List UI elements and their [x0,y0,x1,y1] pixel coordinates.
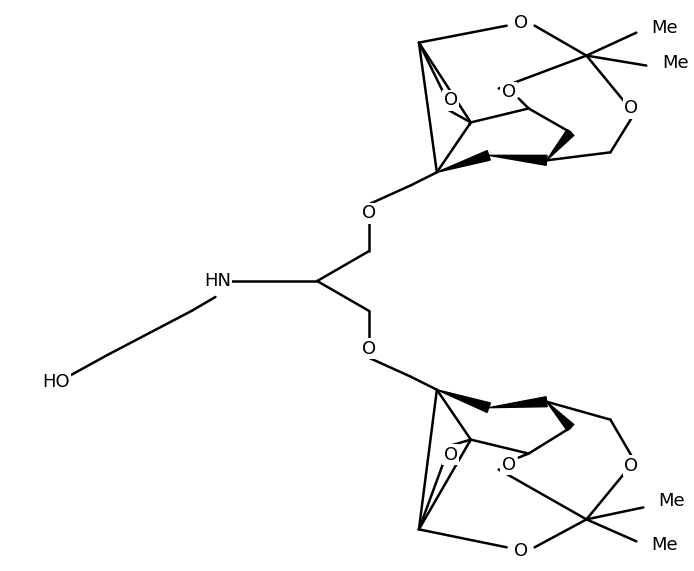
Text: O: O [625,99,638,118]
Text: O: O [502,456,516,473]
Text: Me: Me [659,492,685,510]
Polygon shape [437,390,491,412]
Polygon shape [489,155,547,165]
Polygon shape [489,397,547,408]
Text: Me: Me [651,536,678,554]
Polygon shape [547,130,574,160]
Text: O: O [443,91,458,110]
Text: O: O [362,340,376,358]
Text: O: O [443,445,458,464]
Text: O: O [514,542,527,560]
Text: O: O [514,14,527,31]
Text: Me: Me [651,19,678,37]
Text: O: O [502,83,516,102]
Text: Me: Me [662,54,689,71]
Polygon shape [437,151,490,172]
Text: O: O [362,204,376,222]
Text: O: O [625,457,638,475]
Polygon shape [547,402,574,431]
Text: HO: HO [42,373,69,391]
Text: HN: HN [204,272,231,290]
